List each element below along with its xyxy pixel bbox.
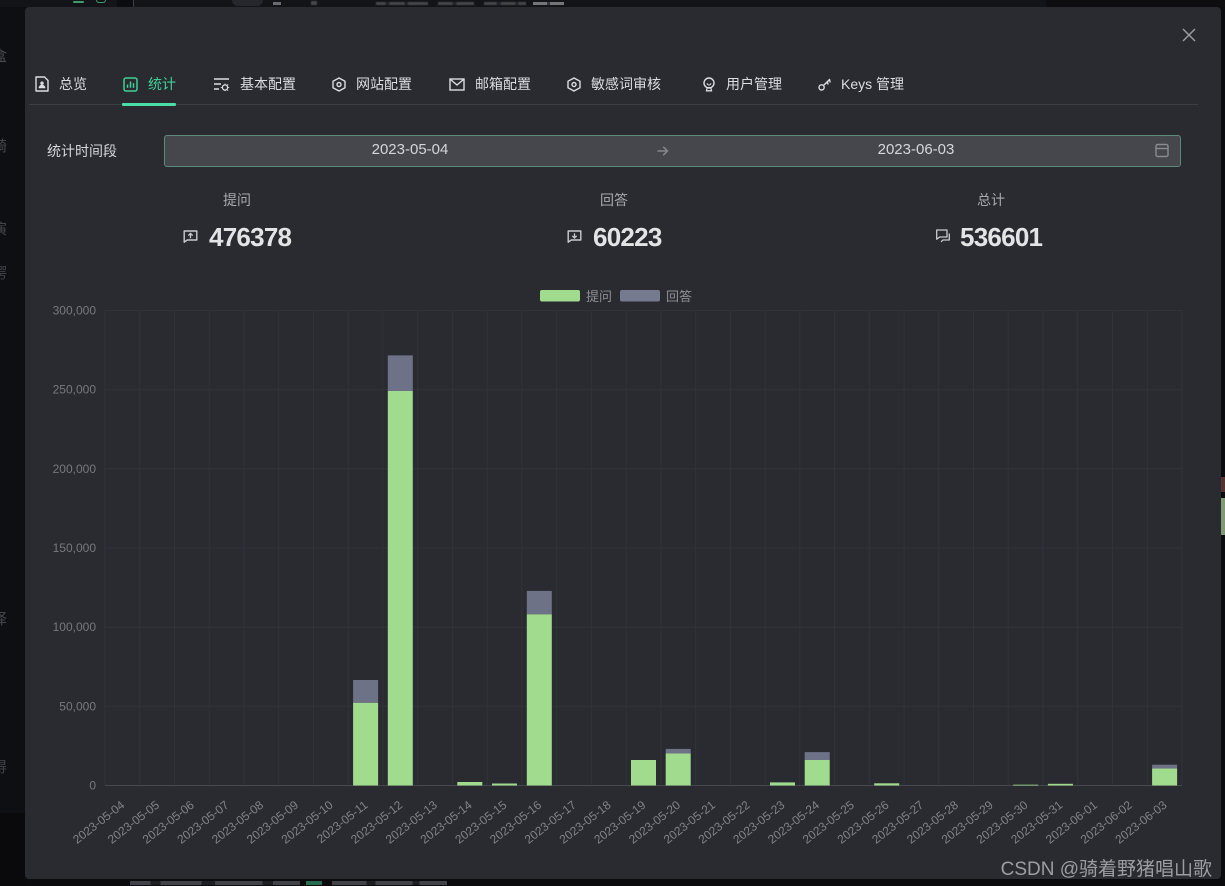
svg-text:100,000: 100,000: [53, 620, 97, 634]
svg-text:回答: 回答: [666, 289, 692, 304]
svg-text:150,000: 150,000: [53, 541, 97, 555]
svg-text:50,000: 50,000: [59, 699, 96, 713]
svg-text:250,000: 250,000: [53, 383, 97, 397]
svg-text:0: 0: [89, 779, 96, 793]
svg-text:200,000: 200,000: [53, 462, 97, 476]
svg-text:300,000: 300,000: [53, 304, 97, 318]
svg-text:提问: 提问: [586, 289, 612, 304]
